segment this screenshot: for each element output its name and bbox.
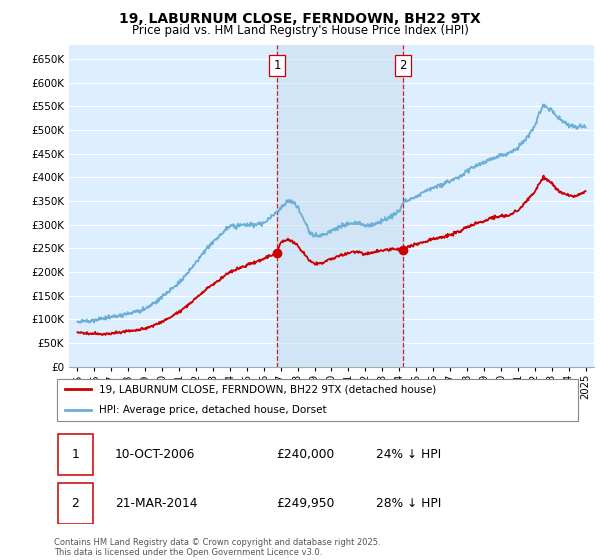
Text: Price paid vs. HM Land Registry's House Price Index (HPI): Price paid vs. HM Land Registry's House … (131, 24, 469, 36)
FancyBboxPatch shape (56, 379, 578, 421)
FancyBboxPatch shape (58, 483, 92, 524)
Text: Contains HM Land Registry data © Crown copyright and database right 2025.
This d: Contains HM Land Registry data © Crown c… (54, 538, 380, 557)
Text: 19, LABURNUM CLOSE, FERNDOWN, BH22 9TX: 19, LABURNUM CLOSE, FERNDOWN, BH22 9TX (119, 12, 481, 26)
Text: 2: 2 (71, 497, 79, 510)
Text: 24% ↓ HPI: 24% ↓ HPI (376, 448, 442, 461)
FancyBboxPatch shape (58, 434, 92, 475)
Text: 19, LABURNUM CLOSE, FERNDOWN, BH22 9TX (detached house): 19, LABURNUM CLOSE, FERNDOWN, BH22 9TX (… (99, 384, 436, 394)
Bar (277, 45, 403, 367)
Text: £240,000: £240,000 (276, 448, 334, 461)
Text: 1: 1 (71, 448, 79, 461)
Text: 1: 1 (273, 59, 281, 72)
Text: HPI: Average price, detached house, Dorset: HPI: Average price, detached house, Dors… (99, 405, 326, 416)
Text: 2: 2 (399, 59, 407, 72)
Text: 10-OCT-2006: 10-OCT-2006 (115, 448, 195, 461)
Text: £249,950: £249,950 (276, 497, 334, 510)
Text: 21-MAR-2014: 21-MAR-2014 (115, 497, 197, 510)
Text: 28% ↓ HPI: 28% ↓ HPI (376, 497, 442, 510)
